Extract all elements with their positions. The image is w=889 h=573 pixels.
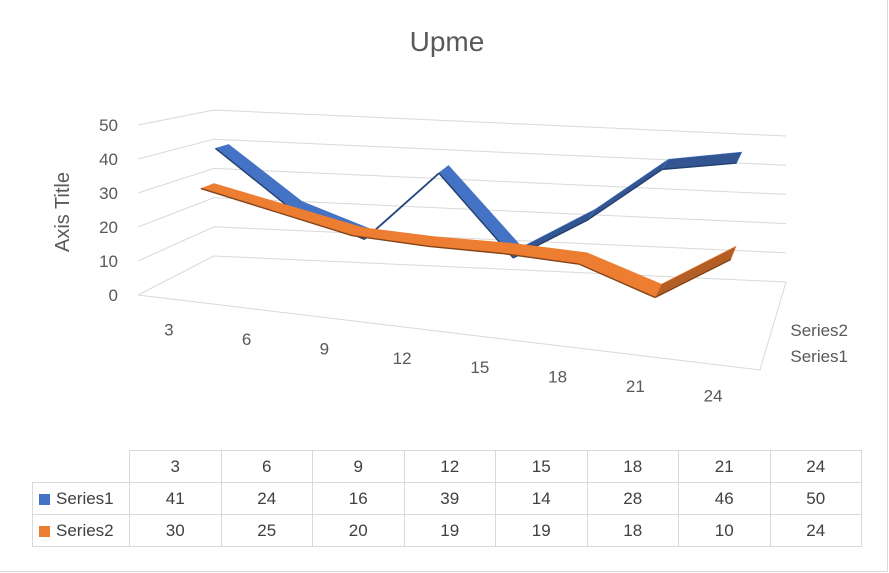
table-cell: 10 [678,514,771,547]
x-tick-label: 18 [548,368,567,387]
table-header-cell: 21 [678,450,771,483]
series-name: Series2 [56,520,114,540]
ribbon-edge [363,172,440,240]
table-cell: 41 [129,482,222,515]
table-header-cell: 24 [769,450,862,483]
table-cell: 39 [403,482,496,515]
legend-swatch [39,525,50,537]
series-ribbon [200,183,737,299]
table-header-row: 3 6 9 12 15 18 21 24 [32,450,862,483]
y-axis-title: Axis Title [52,172,74,252]
table-cell: 19 [403,514,496,547]
table-row-header: Series2 [32,514,130,547]
legend-swatch [39,493,50,505]
table-header-cell: 9 [312,450,405,483]
table-cell: 18 [586,514,679,547]
gridlines [137,109,787,371]
depth-axis-label: Series1 [790,347,848,366]
depth-axis-labels: Series2 Series1 [790,321,848,366]
ribbon-edge [276,211,353,237]
ribbon-edge [352,234,429,247]
gridline [137,255,787,296]
ribbon-edge [215,147,291,209]
x-tick-label: 24 [704,386,723,405]
x-tick-label: 12 [393,349,412,368]
ribbon-segment [578,252,662,298]
gridline [137,197,787,228]
y-tick-label: 0 [109,286,118,305]
ribbon-edge [579,263,656,299]
series-ribbons [200,144,743,299]
chart-title: Upme [410,26,485,57]
table-cell: 28 [586,482,679,515]
table-header-cell: 12 [403,450,496,483]
ribbon-edge [587,168,663,221]
table-cell: 16 [312,482,405,515]
table-cell: 30 [129,514,222,547]
y-tick-label: 50 [99,116,118,135]
y-tick-label: 30 [99,184,118,203]
gridline [137,138,787,166]
depth-axis-label: Series2 [790,321,848,340]
table-header-cell: 6 [220,450,313,483]
table-cell: 50 [769,482,862,515]
ribbon-edge [503,252,580,265]
table-row: Series1 41 24 16 39 14 28 46 50 [32,482,862,515]
ribbon-segment [587,159,669,221]
chart-plot: Upme Axis Title 0 10 20 30 40 50 3 6 9 12 15 18 21 2… [52,26,848,406]
floor-edge [137,281,787,371]
ribbon-edge [662,162,737,171]
x-axis-ticks: 3 6 9 12 15 18 21 24 [164,321,722,406]
table-cell: 19 [495,514,588,547]
table-header-cell: 18 [586,450,679,483]
table-cell: 46 [678,482,771,515]
x-tick-label: 6 [242,330,251,349]
ribbon-segment [503,242,588,265]
table-header-cell: 15 [495,450,588,483]
gridline [137,226,787,262]
table-cell: 25 [220,514,313,547]
y-tick-label: 40 [99,150,118,169]
x-tick-label: 21 [626,377,645,396]
table-cell: 24 [220,482,313,515]
table-cell: 24 [769,514,862,547]
x-tick-label: 9 [320,339,329,358]
gridline [137,109,787,137]
series-name: Series1 [56,488,114,508]
gridline [137,167,787,195]
ribbon-edge [654,258,732,299]
table-header-cell: 3 [129,450,222,483]
table-cell: 14 [495,482,588,515]
data-table: 3 6 9 12 15 18 21 24 Series1 41 24 16 39 14 28 46 50 Seri… [32,450,862,547]
table-row: Series2 30 25 20 19 19 18 10 24 [32,514,862,547]
ribbon-segment [654,245,737,299]
ribbon-edge [427,245,504,255]
ribbon-segment [661,151,743,170]
ribbon-edge [200,187,277,213]
y-axis-ticks: 0 10 20 30 40 50 [99,116,118,305]
x-tick-label: 3 [164,321,173,340]
y-tick-label: 20 [99,218,118,237]
table-row-header: Series1 [32,482,130,515]
y-tick-label: 10 [99,252,118,271]
table-cell: 20 [312,514,405,547]
table-corner [32,450,130,483]
x-tick-label: 15 [470,358,489,377]
